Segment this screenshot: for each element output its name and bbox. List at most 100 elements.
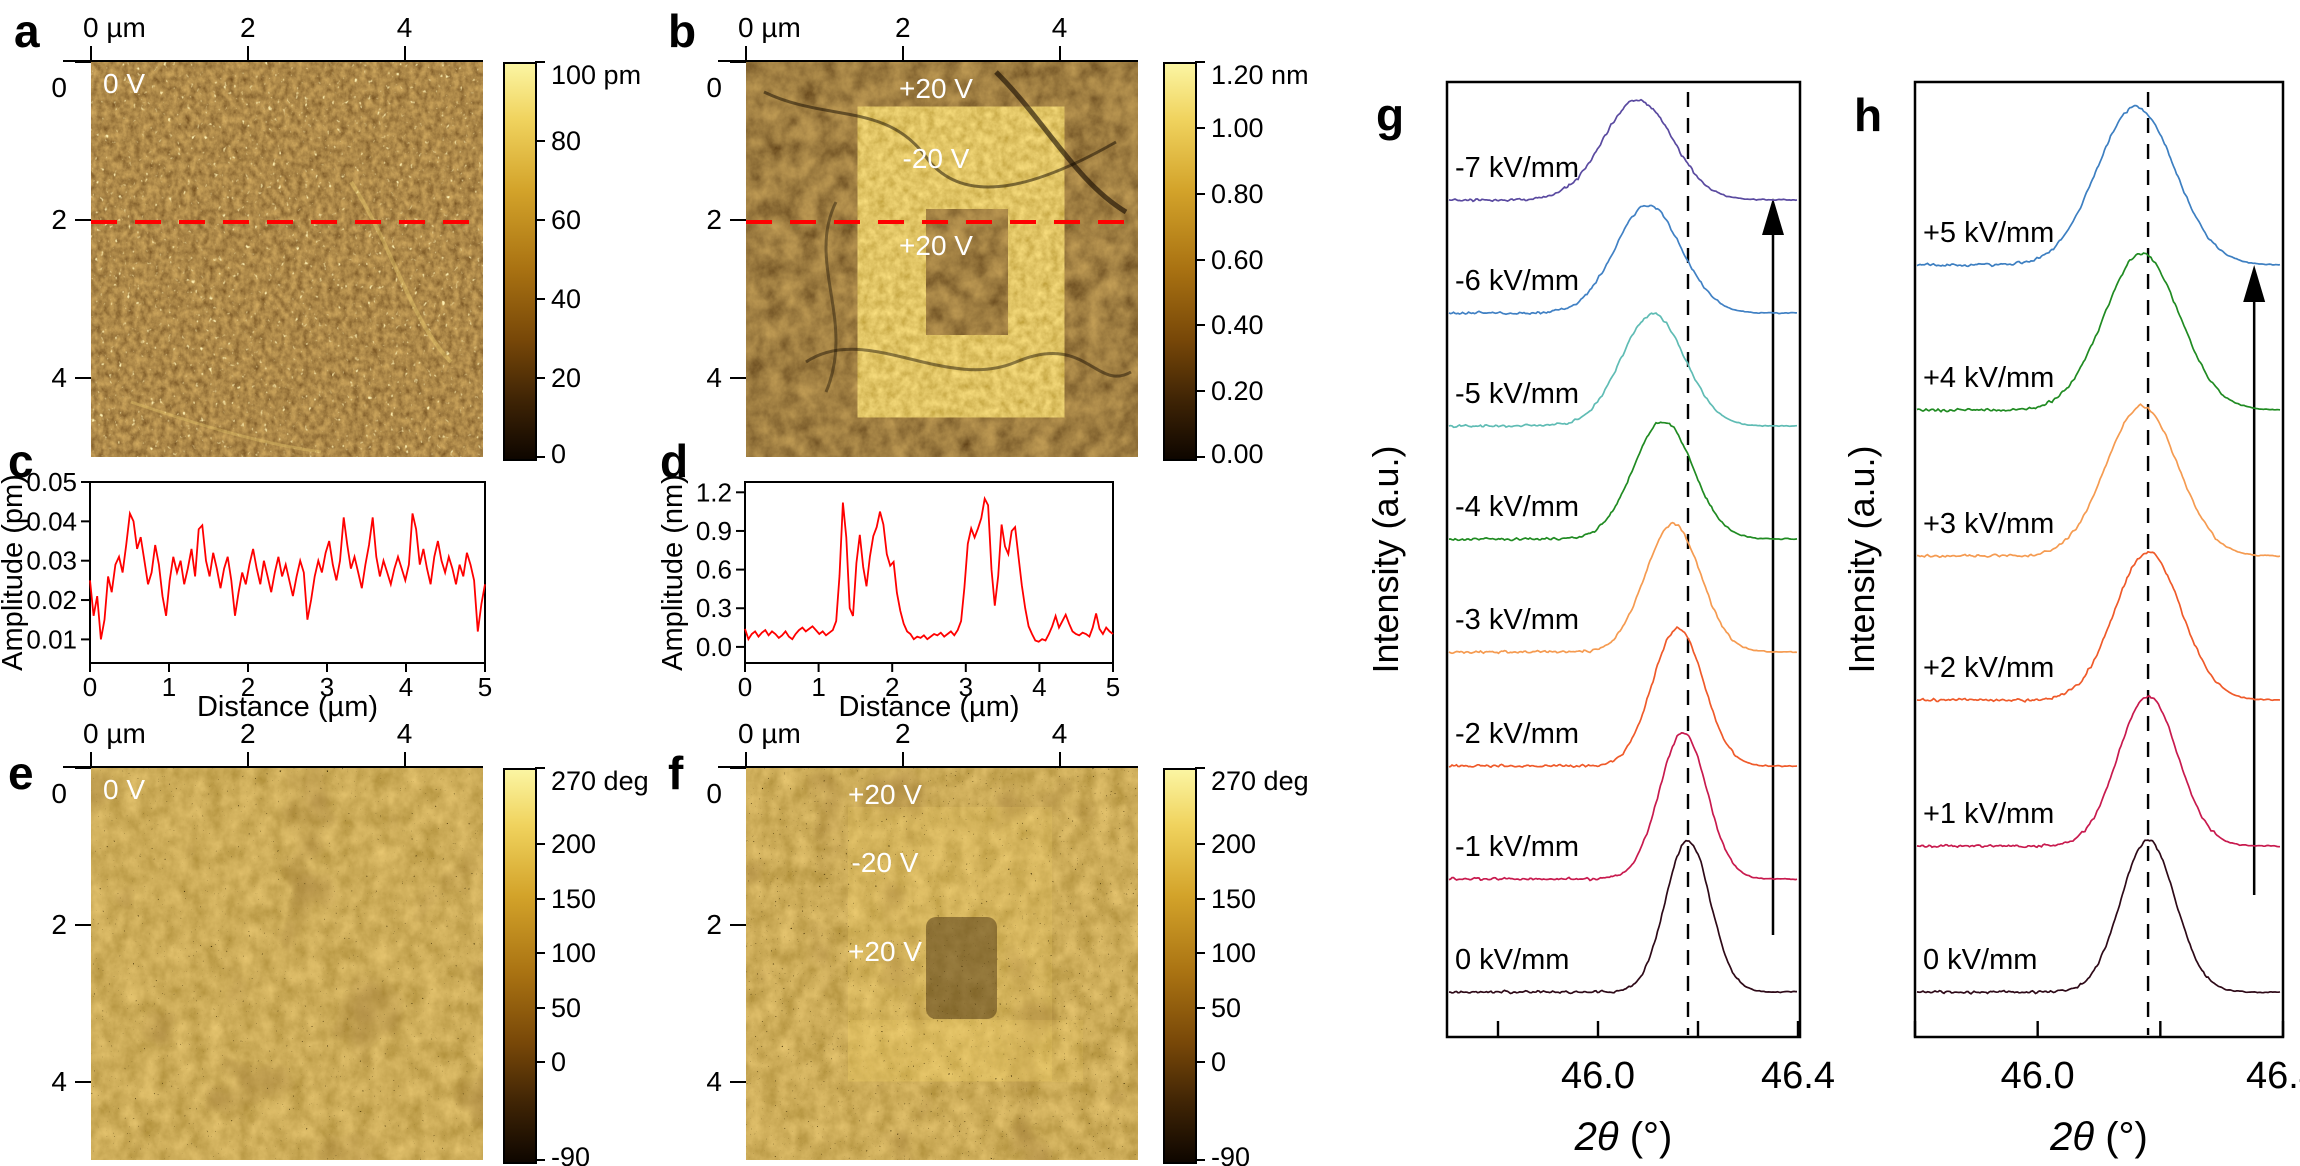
profile-ytick-label-c-1: 0.02 xyxy=(26,585,77,615)
ruler-top-tick-label-b-2: 4 xyxy=(1051,12,1068,43)
profile-trace-d xyxy=(744,495,1114,643)
section-line-b xyxy=(746,220,1138,224)
xrd-curve-label-g-7: 0 kV/mm xyxy=(1455,944,1569,976)
colorbar-tick-b-6 xyxy=(1195,456,1205,458)
profile-xtick-label-c-2: 2 xyxy=(241,672,255,702)
colorbar-tick-label-b-5: 0.20 xyxy=(1211,376,1264,407)
profile-ytick-label-d-3: 0.9 xyxy=(696,516,732,546)
xrd-frame-h xyxy=(1913,80,2285,1039)
profile-xtick-label-d-0: 0 xyxy=(738,672,752,702)
xrd-curve-label-h-5: 0 kV/mm xyxy=(1923,944,2037,976)
xrd-curve-h-+3kVmm xyxy=(1916,403,2281,559)
xrd-curve-h-0kVmm xyxy=(1916,839,2281,995)
colorbar-f xyxy=(1163,768,1197,1164)
profile-ytick-label-c-0: 0.01 xyxy=(26,624,77,654)
xrd-curve-h-+4kVmm xyxy=(1916,252,2281,413)
profile-xlabel-d: Distance (µm) xyxy=(838,691,1019,723)
ruler-top-tick-b-0 xyxy=(745,46,747,62)
colorbar-tick-label-e-2: 150 xyxy=(551,883,597,914)
ruler-top-tick-label-f-1: 2 xyxy=(895,718,911,749)
profile-xtick-label-d-5: 5 xyxy=(1106,672,1120,702)
panel-letter-h: h xyxy=(1854,89,1883,141)
ruler-top-tick-f-0 xyxy=(745,752,747,768)
ruler-top-line-f xyxy=(718,766,1138,768)
colorbar-tick-label-f-0: 270 deg xyxy=(1211,766,1309,796)
ruler-left-tick-a-1 xyxy=(75,219,91,221)
ruler-left-tick-label-e-2: 4 xyxy=(51,1065,67,1097)
profile-xtick-label-c-3: 3 xyxy=(320,672,334,702)
colorbar-tick-label-e-1: 200 xyxy=(551,829,597,860)
ruler-top-tick-label-b-1: 2 xyxy=(895,12,911,43)
profile-trace-c xyxy=(89,510,486,640)
profile-ytick-label-c-3: 0.04 xyxy=(26,506,77,536)
colorbar-tick-label-a-2: 60 xyxy=(551,205,582,235)
colorbar-tick-label-b-2: 0.80 xyxy=(1211,178,1264,209)
colorbar-tick-f-1 xyxy=(1195,843,1205,846)
ruler-top-tick-b-1 xyxy=(901,46,904,62)
xrd-xtick-label-h-3: 46.4 xyxy=(2246,1055,2300,1097)
ruler-top-tick-f-2 xyxy=(1058,752,1061,768)
colorbar-tick-b-1 xyxy=(1195,126,1205,129)
ruler-left-tick-a-0 xyxy=(75,61,91,63)
colorbar-e xyxy=(503,768,537,1164)
xrd-curve-label-g-3: -4 kV/mm xyxy=(1455,491,1579,523)
panel-letter-d: d xyxy=(660,435,689,487)
ruler-top-line-a xyxy=(63,60,483,62)
colorbar-tick-label-f-2: 150 xyxy=(1211,883,1257,914)
xrd-curve-label-g-2: -5 kV/mm xyxy=(1455,378,1579,410)
colorbar-tick-label-a-5: 0 xyxy=(551,439,567,469)
xrd-frame-g xyxy=(1445,80,1802,1039)
colorbar-tick-label-e-5: 0 xyxy=(551,1047,567,1077)
section-line-a xyxy=(91,220,483,224)
profile-xtick-label-d-2: 2 xyxy=(885,672,899,702)
colorbar-tick-label-a-4: 20 xyxy=(551,363,582,393)
ruler-top-tick-e-0 xyxy=(90,752,92,768)
ruler-top-tick-label-f-0: 0 µm xyxy=(738,718,801,749)
colorbar-tick-label-f-4: 50 xyxy=(1211,992,1242,1023)
colorbar-tick-a-4 xyxy=(535,377,545,379)
profile-ytick-label-d-0: 0.0 xyxy=(696,632,732,662)
colorbar-tick-f-4 xyxy=(1195,1006,1205,1009)
ruler-top-tick-f-1 xyxy=(901,752,904,768)
xrd-xlabel-g: 2θ (°) xyxy=(1574,1115,1673,1159)
colorbar-tick-label-e-3: 100 xyxy=(551,938,597,969)
colorbar-tick-f-2 xyxy=(1195,897,1205,900)
ruler-top-tick-e-1 xyxy=(246,752,249,768)
profile-xtick-label-c-0: 0 xyxy=(83,672,97,702)
ruler-left-tick-b-2 xyxy=(730,377,746,379)
voltage-label-e-0: 0 V xyxy=(103,774,146,805)
ruler-top-tick-label-a-1: 2 xyxy=(240,12,256,43)
afm-amplitude-image-b xyxy=(746,62,1138,457)
colorbar-a xyxy=(503,62,537,461)
xrd-curve-h-+1kVmm xyxy=(1916,695,2280,849)
profile-ylabel-d: Amplitude (nm) xyxy=(657,474,689,671)
xrd-curve-label-g-0: -7 kV/mm xyxy=(1455,152,1579,184)
ruler-top-tick-label-e-2: 4 xyxy=(396,718,413,749)
ruler-top-tick-a-1 xyxy=(246,46,249,62)
panel-letter-e: e xyxy=(8,747,34,799)
panel-letter-g: g xyxy=(1376,89,1405,141)
xrd-curve-g-0kVmm xyxy=(1448,839,1797,995)
xrd-curve-label-g-4: -3 kV/mm xyxy=(1455,604,1579,636)
xrd-curve-h-+5kVmm xyxy=(1916,104,2281,268)
ruler-left-tick-f-0 xyxy=(730,767,746,769)
ruler-left-tick-label-e-0: 0 xyxy=(51,778,67,809)
colorbar-tick-a-5 xyxy=(535,456,545,458)
colorbar-tick-f-3 xyxy=(1195,952,1205,955)
colorbar-tick-f-6 xyxy=(1195,1159,1205,1161)
ruler-left-tick-label-b-1: 2 xyxy=(706,204,722,235)
colorbar-tick-e-1 xyxy=(535,843,545,846)
colorbar-tick-a-2 xyxy=(535,219,545,221)
colorbar-tick-label-f-3: 100 xyxy=(1211,938,1257,969)
voltage-label-f-1: -20 V xyxy=(851,847,919,878)
colorbar-tick-label-e-6: -90 xyxy=(551,1142,591,1166)
colorbar-tick-a-3 xyxy=(535,298,545,300)
ruler-left-tick-a-2 xyxy=(75,377,91,379)
colorbar-tick-label-a-0: 100 pm xyxy=(551,60,642,90)
pfm-phase-image-f xyxy=(746,768,1138,1160)
ruler-top-tick-a-0 xyxy=(90,46,92,62)
voltage-label-b-2: +20 V xyxy=(899,230,973,261)
colorbar-tick-label-f-5: 0 xyxy=(1211,1047,1227,1077)
colorbar-tick-label-b-4: 0.40 xyxy=(1211,310,1264,341)
colorbar-tick-a-1 xyxy=(535,140,545,142)
